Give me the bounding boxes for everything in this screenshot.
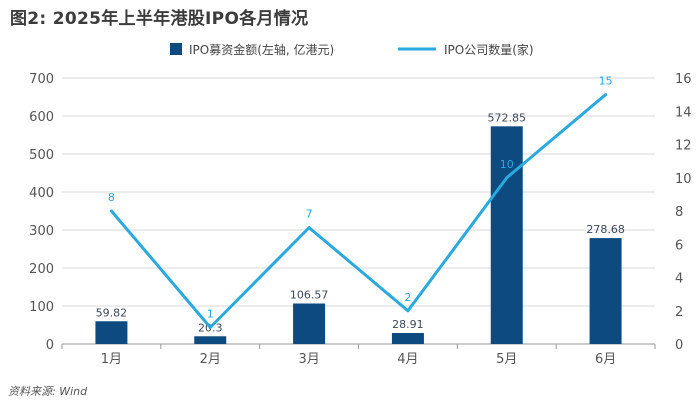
legend-label-line: IPO公司数量(家) [444,42,534,57]
bar [590,238,622,344]
y-right-tick-label: 6 [675,238,683,253]
line-point [209,326,212,329]
bar-data-label: 59.82 [96,306,128,319]
line-point [505,176,508,179]
line-point [110,210,113,213]
y-right-tick-label: 12 [675,139,692,154]
bar [293,304,325,344]
bar [194,336,226,344]
y-right-tick-label: 4 [675,272,683,287]
y-left-tick-label: 300 [29,224,54,239]
y-right-tick-label: 2 [675,305,683,320]
y-left-tick-label: 600 [29,110,54,125]
bar-data-label: 28.91 [392,318,424,331]
bar-data-label: 278.68 [586,223,625,236]
line-data-label: 1 [207,307,214,320]
x-tick-label: 5月 [496,352,517,367]
line-point [406,309,409,312]
y-right-tick-label: 16 [675,72,692,87]
x-tick-label: 3月 [298,352,319,367]
x-tick-label: 6月 [595,352,616,367]
y-left-tick-label: 700 [29,72,54,87]
line-data-label: 10 [500,158,514,171]
source-note: 资料来源: Wind [8,383,87,399]
legend-swatch-bars [170,43,182,55]
line-data-label: 15 [599,75,613,88]
bar [95,321,127,344]
bar [392,333,424,344]
line-point [308,226,311,229]
x-tick-label: 2月 [200,352,221,367]
y-right-tick-label: 8 [675,205,683,220]
line-point [604,93,607,96]
line-data-label: 8 [108,191,115,204]
line-data-label: 2 [404,291,411,304]
y-left-tick-label: 200 [29,262,54,277]
x-tick-label: 4月 [397,352,418,367]
bar-data-label: 572.85 [488,111,527,124]
legend-label-bars: IPO募资金额(左轴, 亿港元) [189,42,334,57]
y-left-tick-label: 500 [29,148,54,163]
y-right-tick-label: 10 [675,172,692,187]
y-left-tick-label: 100 [29,300,54,315]
bar-data-label: 106.57 [290,289,329,302]
y-right-tick-label: 0 [675,338,683,353]
y-left-tick-label: 0 [46,338,54,353]
y-left-tick-label: 400 [29,186,54,201]
line-data-label: 7 [306,208,313,221]
y-right-tick-label: 14 [675,105,692,120]
x-tick-label: 1月 [101,352,122,367]
line-series [111,95,605,328]
